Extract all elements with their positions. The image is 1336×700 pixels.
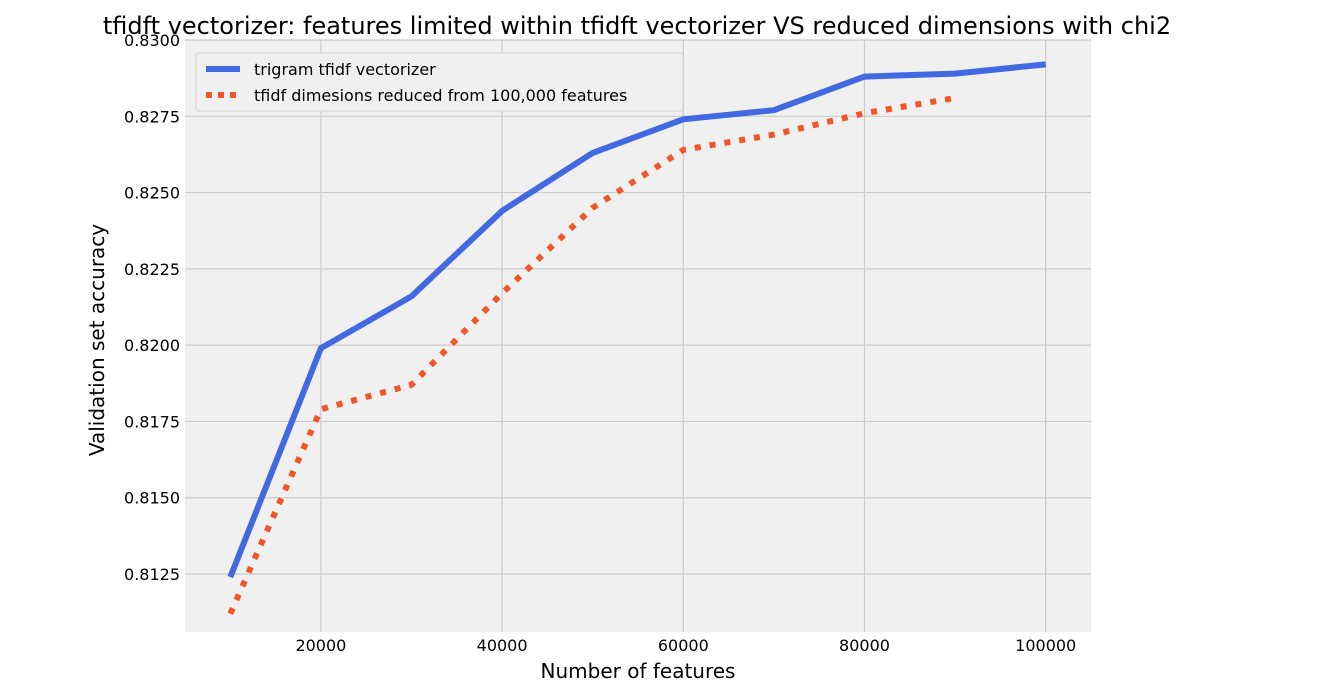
series-1-point	[228, 611, 233, 616]
series-1-point	[409, 382, 414, 387]
series-0-point	[318, 346, 323, 351]
series-1-point	[862, 111, 867, 116]
series-line-1	[227, 95, 956, 615]
series-0-point	[771, 108, 776, 113]
x-tick-label: 40000	[477, 636, 528, 655]
tick-labels: 20000 40000 60000 80000 100000 0.8125 0.8150 0.…	[124, 31, 1076, 655]
series-line-0	[227, 61, 1047, 579]
series-0-point	[681, 117, 686, 122]
series-0-point	[862, 74, 867, 79]
series-1-point	[953, 96, 958, 101]
y-tick-label: 0.8300	[124, 31, 180, 50]
series-1-point	[771, 132, 776, 137]
y-tick-label: 0.8250	[124, 184, 180, 203]
y-tick-label: 0.8225	[124, 260, 180, 279]
y-axis-label: Validation set accuracy	[85, 224, 109, 456]
series-1-point	[500, 291, 505, 296]
y-tick-label: 0.8275	[124, 107, 180, 126]
series-lines	[227, 61, 1048, 616]
series-0-point	[1043, 62, 1048, 67]
legend: trigram tfidf vectorizer tfidf dimesions…	[195, 52, 684, 112]
y-tick-label: 0.8125	[124, 565, 180, 584]
y-tick-label: 0.8175	[124, 412, 180, 431]
chart-title: tfidft vectorizer: features limited with…	[103, 12, 1171, 40]
legend-label-trigram: trigram tfidf vectorizer	[254, 60, 436, 79]
series-1-point	[318, 407, 323, 412]
x-tick-label: 60000	[658, 636, 709, 655]
series-0-point	[500, 208, 505, 213]
series-0-point	[590, 150, 595, 155]
x-tick-label: 80000	[839, 636, 890, 655]
x-axis-label: Number of features	[541, 659, 736, 683]
series-1-point	[681, 147, 686, 152]
y-tick-label: 0.8200	[124, 336, 180, 355]
series-1-point	[590, 205, 595, 210]
legend-box	[195, 52, 684, 112]
x-tick-label: 100000	[1015, 636, 1076, 655]
grid-lines	[185, 39, 1091, 632]
x-tick-label: 20000	[295, 636, 346, 655]
legend-label-reduced: tfidf dimesions reduced from 100,000 fea…	[254, 86, 627, 105]
y-tick-label: 0.8150	[124, 489, 180, 508]
series-0-point	[228, 575, 233, 580]
series-0-point	[409, 294, 414, 299]
series-0-point	[953, 71, 958, 76]
